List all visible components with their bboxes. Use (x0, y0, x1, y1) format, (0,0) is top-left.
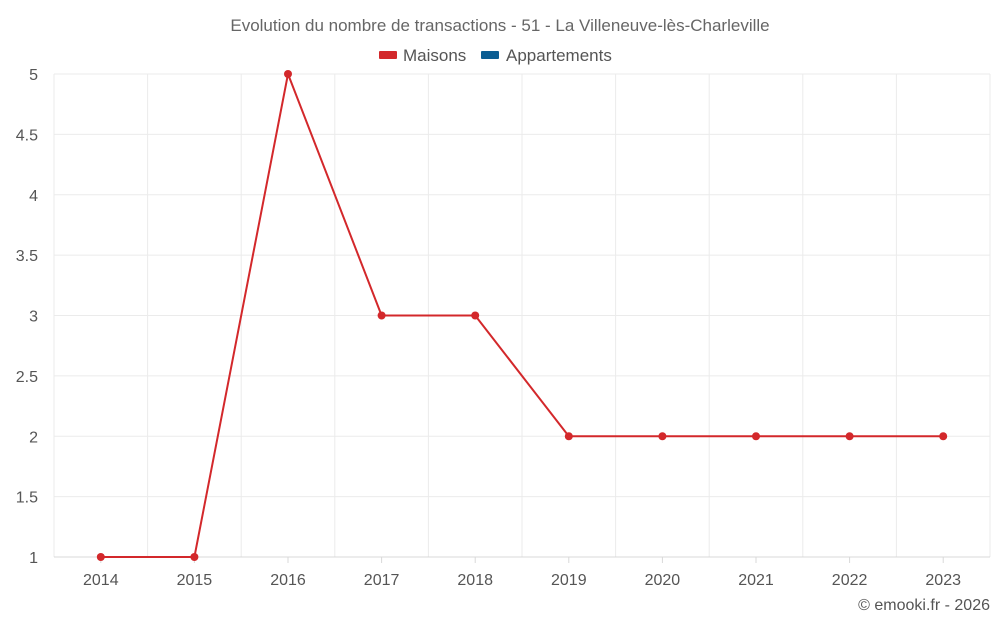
data-point-maisons[interactable] (939, 432, 948, 441)
y-tick-label: 2.5 (16, 369, 38, 386)
y-tick-label: 2 (29, 429, 38, 446)
plot-axes: 1 1.5 2 2.5 3 3.5 4 4.5 5 2014 2015 2016 2017 2018 201… (16, 67, 990, 589)
x-tick-label: 2015 (177, 572, 213, 589)
data-point-maisons[interactable] (564, 432, 573, 441)
legend-swatch-appartements (481, 51, 499, 59)
y-tick-label: 4 (29, 188, 38, 205)
chart-title: Evolution du nombre de transactions - 51… (230, 16, 769, 35)
series-line-maisons (100, 73, 944, 558)
legend-item-maisons[interactable]: Maisons (379, 46, 466, 65)
data-point-maisons[interactable] (471, 311, 480, 320)
data-point-maisons[interactable] (658, 432, 667, 441)
x-tick-label: 2020 (645, 572, 681, 589)
x-tick-label: 2019 (551, 572, 587, 589)
x-tick-label: 2014 (83, 572, 119, 589)
legend-swatch-maisons (379, 51, 397, 59)
data-point-maisons[interactable] (845, 432, 854, 441)
x-tick-label: 2022 (832, 572, 868, 589)
data-point-maisons[interactable] (752, 432, 760, 441)
legend-label-appartements: Appartements (506, 46, 612, 65)
legend: Maisons Appartements (379, 46, 612, 65)
plot-series (96, 70, 948, 561)
data-point-maisons[interactable] (284, 70, 292, 78)
x-tick-label: 2017 (364, 572, 400, 589)
plot-grid (53, 73, 991, 558)
y-tick-label: 4.5 (16, 127, 38, 144)
data-point-maisons[interactable] (96, 553, 105, 561)
x-tick-label: 2023 (925, 572, 961, 589)
credit-text: © emooki.fr - 2026 (858, 597, 990, 614)
data-point-maisons[interactable] (377, 311, 386, 320)
y-tick-label: 1 (29, 550, 38, 567)
legend-item-appartements[interactable]: Appartements (481, 46, 612, 65)
x-tick-label: 2021 (738, 572, 774, 589)
data-point-maisons[interactable] (190, 553, 199, 561)
y-tick-label: 1.5 (16, 490, 38, 507)
y-tick-label: 3 (29, 309, 38, 326)
y-tick-label: 5 (29, 67, 38, 84)
y-tick-label: 3.5 (16, 248, 38, 265)
legend-label-maisons: Maisons (403, 46, 466, 65)
x-tick-label: 2016 (270, 572, 306, 589)
x-tick-label: 2018 (457, 572, 493, 589)
